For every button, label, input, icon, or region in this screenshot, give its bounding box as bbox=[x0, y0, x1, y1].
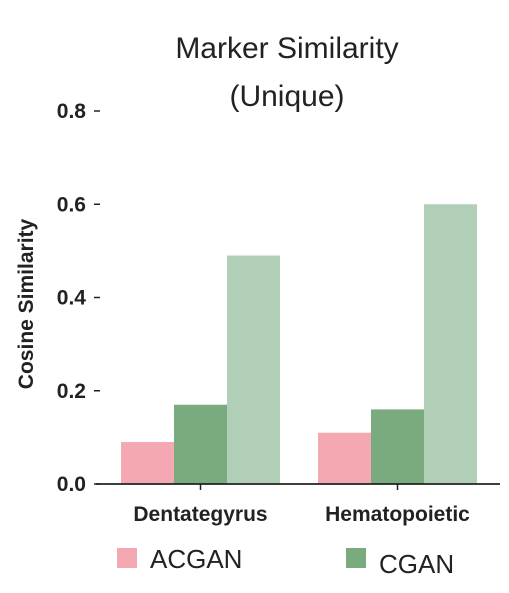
chart-title-line-2: (Unique) bbox=[229, 80, 344, 113]
legend-swatch-cgan bbox=[346, 548, 366, 568]
bar-series-3-hematopoietic bbox=[424, 204, 477, 484]
x-axis: Dentategyrus Hematopoietic bbox=[96, 483, 500, 526]
bars-group bbox=[121, 204, 477, 484]
bar-series-3-dentategyrus bbox=[227, 255, 280, 484]
bar-acgan-dentategyrus bbox=[121, 442, 174, 484]
y-tick-label: 0.8 bbox=[57, 100, 87, 123]
y-axis: 0.0 0.2 0.4 0.6 0.8 bbox=[57, 100, 100, 496]
chart-title-line-1: Marker Similarity bbox=[175, 32, 398, 65]
x-tick-label: Dentategyrus bbox=[133, 503, 267, 526]
y-tick-label: 0.0 bbox=[57, 473, 86, 496]
bar-cgan-hematopoietic bbox=[371, 409, 424, 484]
legend-label-cgan: CGAN bbox=[379, 549, 454, 579]
bar-cgan-dentategyrus bbox=[174, 404, 227, 484]
y-tick-label: 0.6 bbox=[57, 193, 86, 216]
y-tick-label: 0.2 bbox=[57, 380, 86, 403]
legend: ACGAN CGAN bbox=[117, 544, 454, 579]
legend-swatch-acgan bbox=[117, 548, 137, 568]
y-tick-label: 0.4 bbox=[57, 287, 87, 310]
legend-label-acgan: ACGAN bbox=[150, 544, 242, 574]
bar-acgan-hematopoietic bbox=[318, 432, 371, 484]
x-tick-label: Hematopoietic bbox=[325, 503, 470, 526]
y-axis-label: Cosine Similarity bbox=[15, 218, 38, 389]
